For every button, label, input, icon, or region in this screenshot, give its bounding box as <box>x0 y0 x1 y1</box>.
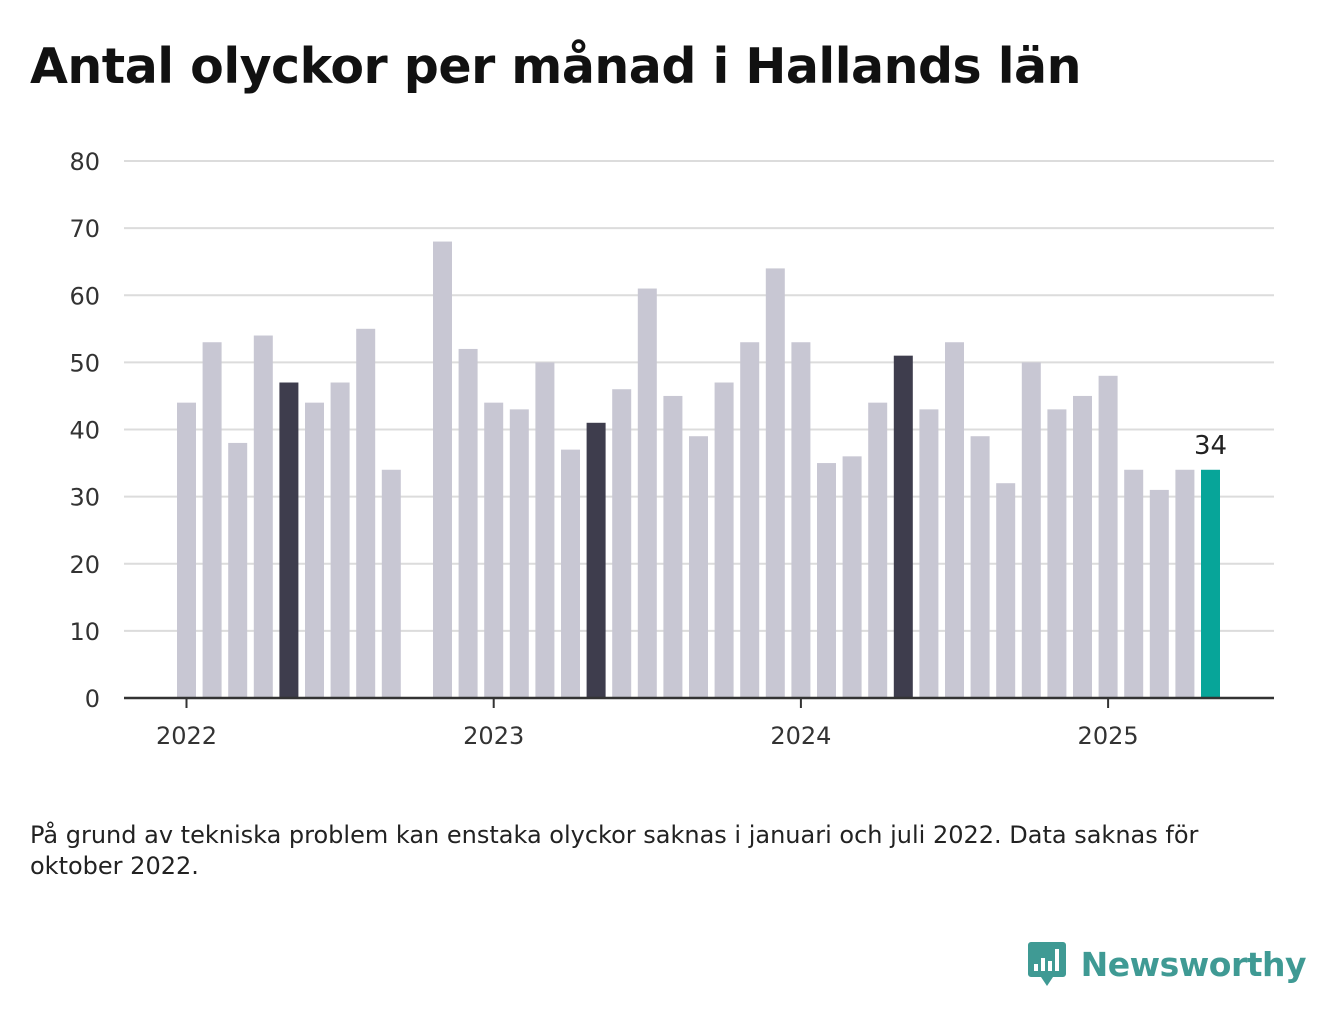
x-tick-label: 2025 <box>1078 722 1139 750</box>
y-tick-label: 80 <box>69 148 100 176</box>
bar-2022-05 <box>279 382 299 698</box>
bar-2024-08 <box>970 436 990 698</box>
bar-2023-12 <box>765 268 785 698</box>
x-tick-label: 2023 <box>463 722 524 750</box>
bar-chart: 0 10 20 30 40 50 60 70 80 2022 2023 2024 2025 34 <box>69 148 1274 750</box>
chart-title: Antal olyckor per månad i Hallands län <box>30 38 1082 95</box>
bar-2022-01 <box>177 402 196 698</box>
y-tick-label: 50 <box>69 349 100 377</box>
bar-2022-09 <box>381 469 401 698</box>
bar-2022-11 <box>433 241 452 699</box>
y-tick-label: 30 <box>69 484 100 512</box>
bar-2025-03 <box>1149 489 1169 698</box>
bar-2022-07 <box>330 382 350 698</box>
y-tick-label: 20 <box>69 551 100 579</box>
bar-2024-06 <box>919 409 939 698</box>
newsworthy-logo-icon <box>1027 942 1066 986</box>
y-axis-tick-labels: 0 10 20 30 40 50 60 70 80 <box>69 148 100 713</box>
bar-2023-09 <box>689 436 708 698</box>
y-tick-label: 60 <box>69 282 100 310</box>
data-labels: 34 <box>1194 431 1227 461</box>
bar-2024-01 <box>791 342 811 698</box>
bar-2025-04 <box>1175 469 1195 698</box>
bar-2022-02 <box>202 342 222 698</box>
bar-2024-07 <box>945 342 964 698</box>
bar-2023-06 <box>612 389 632 698</box>
bar-2023-05 <box>586 422 606 698</box>
bar-2024-10 <box>1021 362 1041 698</box>
bar-2023-04 <box>561 449 580 698</box>
y-tick-label: 10 <box>69 618 100 646</box>
bars <box>177 241 1220 699</box>
bar-2023-10 <box>714 382 734 698</box>
bar-2024-11 <box>1047 409 1067 698</box>
bar-2024-05 <box>893 355 913 698</box>
y-tick-label: 0 <box>85 685 100 713</box>
y-tick-label: 40 <box>69 417 100 445</box>
bar-2024-09 <box>996 483 1016 698</box>
bar-2022-06 <box>305 402 324 698</box>
bar-2023-07 <box>637 288 657 698</box>
bar-2022-03 <box>228 442 248 698</box>
bar-2025-02 <box>1124 469 1144 698</box>
bar-2024-03 <box>842 456 862 698</box>
bar-2023-01 <box>484 402 504 698</box>
bar-2022-08 <box>356 328 376 698</box>
bar-2024-12 <box>1073 395 1092 698</box>
bar-2024-02 <box>817 463 836 698</box>
x-tick-label: 2024 <box>770 722 831 750</box>
bar-2023-11 <box>740 342 760 698</box>
bar-2022-04 <box>253 335 273 698</box>
brand-logo: Newsworthy <box>1027 940 1307 988</box>
bar-2024-04 <box>868 402 888 698</box>
x-axis-ticks: 2022 2023 2024 2025 <box>156 698 1139 750</box>
bar-2025-05 <box>1201 469 1220 698</box>
bar-2023-08 <box>663 395 683 698</box>
bar-2025-01 <box>1098 375 1118 698</box>
y-tick-label: 70 <box>69 215 100 243</box>
footnote: På grund av tekniska problem kan enstaka… <box>30 821 1199 880</box>
x-tick-label: 2022 <box>156 722 217 750</box>
bar-2023-03 <box>535 362 555 698</box>
bar-2022-12 <box>458 348 478 698</box>
latest-value-label: 34 <box>1194 431 1227 461</box>
brand-name: Newsworthy <box>1080 944 1307 984</box>
bar-2023-02 <box>509 409 529 698</box>
